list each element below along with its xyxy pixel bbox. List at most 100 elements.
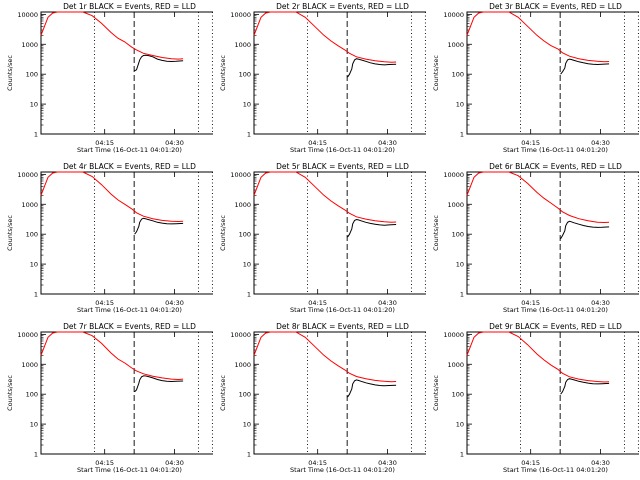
plot-frame (40, 331, 213, 455)
y-tick-label: 10000 (443, 11, 464, 19)
x-tick-label: 04:15 (95, 299, 114, 307)
lld-series-line (40, 11, 184, 60)
y-tick-label: 10 (456, 261, 464, 269)
x-axis-label: Start Time (16-Oct-11 04:01:20) (503, 146, 608, 154)
y-axis-label: Counts/sec (432, 55, 440, 91)
y-tick-label: 10000 (230, 171, 251, 179)
x-axis-label: Start Time (16-Oct-11 04:01:20) (290, 306, 395, 314)
y-tick-label: 100 (452, 71, 464, 79)
y-axis-label: Counts/sec (6, 375, 14, 411)
plot-frame (253, 331, 426, 455)
chart-panel-2: Det 2r BLACK = Events, RED = LLD 1 10 100 10… (219, 2, 426, 154)
chart-title: Det 1r BLACK = Events, RED = LLD (63, 2, 196, 11)
y-tick-label: 1000 (234, 41, 251, 49)
x-tick-label: 04:30 (591, 139, 610, 147)
y-tick-label: 1000 (447, 41, 464, 49)
x-tick-label: 04:30 (591, 299, 610, 307)
chart-panel-1: Det 1r BLACK = Events, RED = LLD 1 10 100 10… (6, 2, 213, 154)
lld-series-line (253, 331, 397, 383)
x-tick-label: 04:15 (308, 459, 327, 467)
y-tick-label: 1 (247, 291, 251, 299)
y-tick-label: 10000 (17, 11, 38, 19)
y-tick-label: 1 (460, 451, 464, 459)
x-tick-label: 04:15 (521, 139, 540, 147)
x-tick-label: 04:15 (521, 299, 540, 307)
y-axis-label: Counts/sec (6, 55, 14, 91)
x-tick-label: 04:15 (308, 299, 327, 307)
lld-series-line (253, 171, 397, 223)
y-tick-label: 10 (30, 421, 38, 429)
y-tick-label: 10000 (17, 171, 38, 179)
y-tick-label: 10000 (230, 331, 251, 339)
y-tick-label: 10000 (17, 331, 38, 339)
y-tick-label: 1000 (21, 41, 38, 49)
x-tick-label: 04:15 (95, 459, 114, 467)
plot-frame (40, 171, 213, 295)
x-axis-label: Start Time (16-Oct-11 04:01:20) (290, 146, 395, 154)
x-tick-label: 04:30 (591, 459, 610, 467)
lld-series-line (40, 331, 184, 381)
x-axis-label: Start Time (16-Oct-11 04:01:20) (77, 466, 182, 474)
y-tick-label: 1000 (447, 361, 464, 369)
x-axis-label: Start Time (16-Oct-11 04:01:20) (503, 466, 608, 474)
chart-title: Det 9r BLACK = Events, RED = LLD (489, 322, 622, 331)
events-series-line (347, 218, 397, 238)
x-tick-label: 04:30 (165, 299, 184, 307)
y-tick-label: 1 (460, 131, 464, 139)
y-tick-label: 10 (243, 101, 251, 109)
y-tick-label: 100 (239, 71, 251, 79)
chart-panel-9: Det 9r BLACK = Events, RED = LLD 1 10 100 10… (432, 322, 639, 474)
x-tick-label: 04:30 (378, 139, 397, 147)
y-axis-label: Counts/sec (219, 215, 227, 251)
chart-panel-7: Det 7r BLACK = Events, RED = LLD 1 10 100 10… (6, 322, 213, 474)
plot-frame (40, 11, 213, 135)
x-axis-label: Start Time (16-Oct-11 04:01:20) (77, 306, 182, 314)
y-tick-label: 10 (243, 421, 251, 429)
plot-frame (253, 171, 426, 295)
chart-panel-6: Det 6r BLACK = Events, RED = LLD 1 10 100 10… (432, 162, 639, 314)
y-tick-label: 10 (30, 261, 38, 269)
y-axis-label: Counts/sec (219, 375, 227, 411)
x-tick-label: 04:15 (521, 459, 540, 467)
y-axis-label: Counts/sec (432, 215, 440, 251)
events-series-line (134, 375, 184, 393)
chart-title: Det 2r BLACK = Events, RED = LLD (276, 2, 409, 11)
chart-panel-3: Det 3r BLACK = Events, RED = LLD 1 10 100 10… (432, 2, 639, 154)
events-series-line (560, 220, 610, 240)
x-axis-label: Start Time (16-Oct-11 04:01:20) (77, 146, 182, 154)
y-tick-label: 1000 (234, 201, 251, 209)
events-series-line (134, 217, 184, 235)
y-tick-label: 100 (26, 231, 38, 239)
y-tick-label: 10000 (443, 171, 464, 179)
y-tick-label: 100 (452, 231, 464, 239)
y-tick-label: 1 (34, 291, 38, 299)
chart-title: Det 6r BLACK = Events, RED = LLD (489, 162, 622, 171)
y-tick-label: 1 (34, 451, 38, 459)
y-tick-label: 10000 (230, 11, 251, 19)
y-tick-label: 1000 (234, 361, 251, 369)
x-tick-label: 04:30 (378, 299, 397, 307)
y-axis-label: Counts/sec (432, 375, 440, 411)
y-tick-label: 100 (239, 231, 251, 239)
y-tick-label: 1000 (447, 201, 464, 209)
events-series-line (134, 54, 184, 72)
y-tick-label: 1 (247, 451, 251, 459)
y-tick-label: 10 (456, 421, 464, 429)
chart-panel-4: Det 4r BLACK = Events, RED = LLD 1 10 100 10… (6, 162, 213, 314)
chart-panel-8: Det 8r BLACK = Events, RED = LLD 1 10 100 10… (219, 322, 426, 474)
x-axis-label: Start Time (16-Oct-11 04:01:20) (290, 466, 395, 474)
y-tick-label: 100 (239, 391, 251, 399)
lld-series-line (466, 171, 610, 224)
chart-title: Det 4r BLACK = Events, RED = LLD (63, 162, 196, 171)
plot-frame (253, 11, 426, 135)
chart-title: Det 8r BLACK = Events, RED = LLD (276, 322, 409, 331)
events-series-line (347, 58, 397, 78)
chart-title: Det 3r BLACK = Events, RED = LLD (489, 2, 622, 11)
plot-frame (466, 11, 639, 135)
x-axis-label: Start Time (16-Oct-11 04:01:20) (503, 306, 608, 314)
x-tick-label: 04:15 (308, 139, 327, 147)
chart-title: Det 5r BLACK = Events, RED = LLD (276, 162, 409, 171)
events-series-line (560, 58, 610, 75)
y-tick-label: 10000 (443, 331, 464, 339)
